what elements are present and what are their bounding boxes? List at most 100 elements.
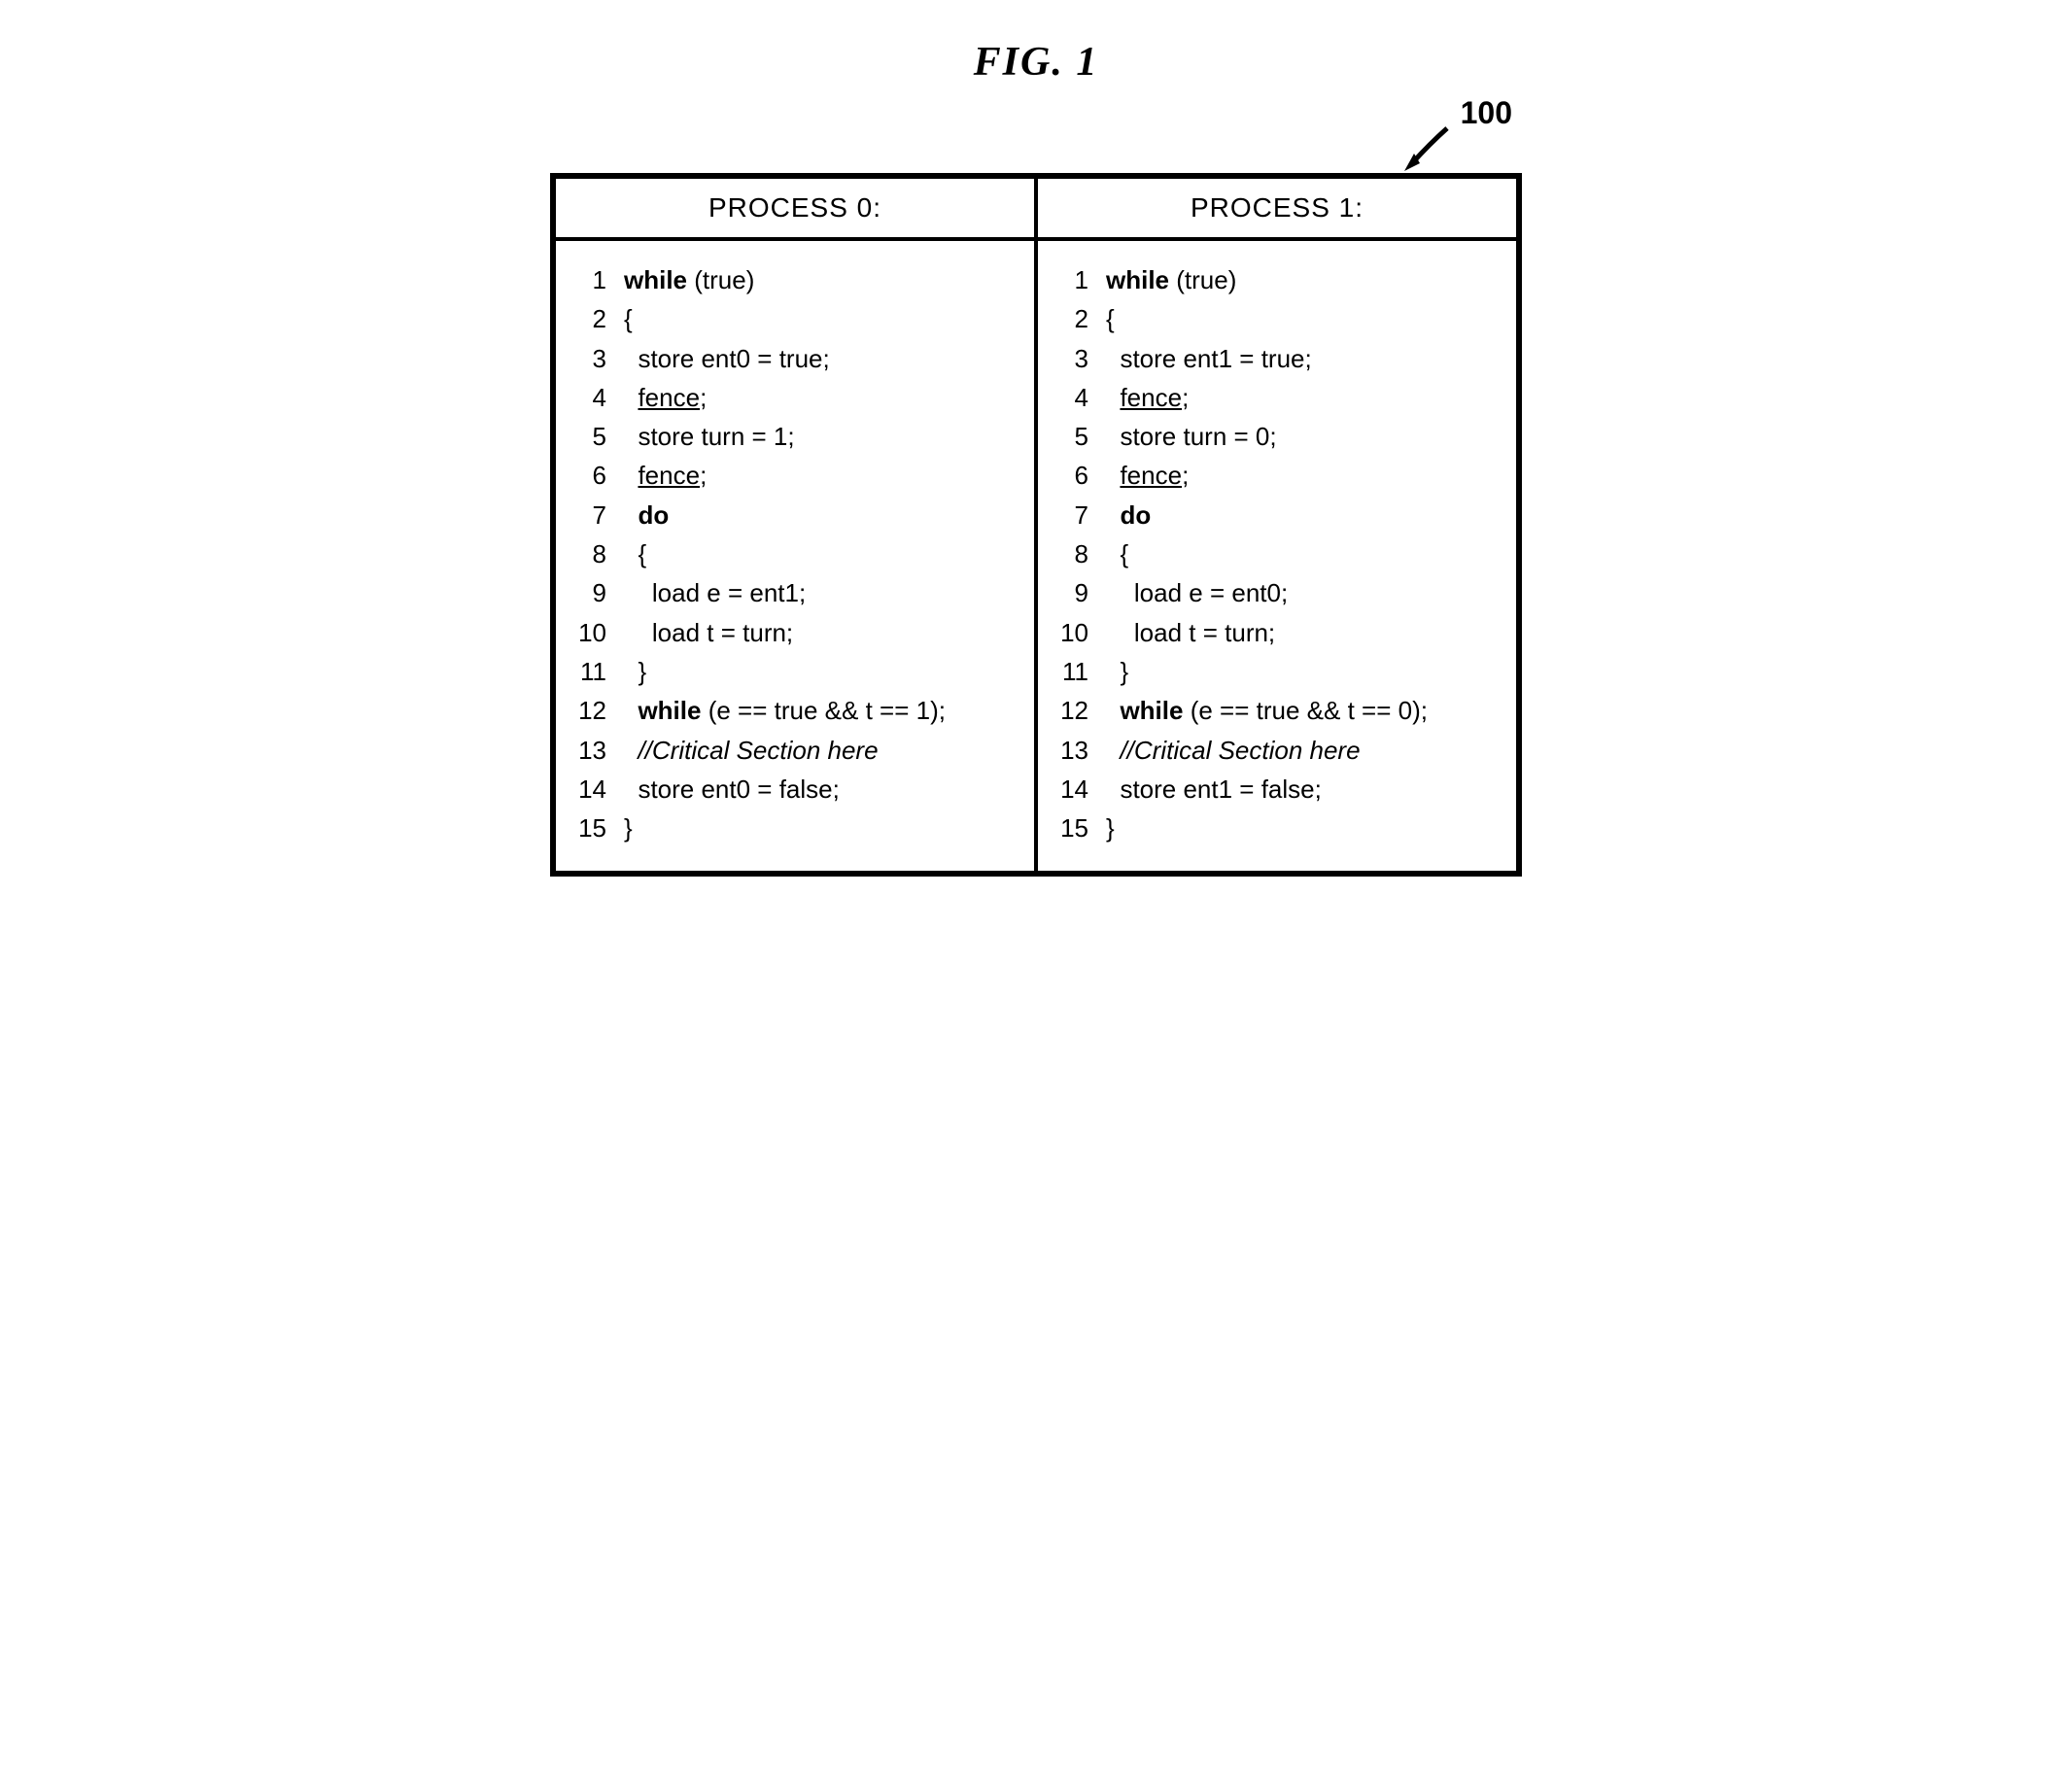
code-line: 2{ [571,299,1019,338]
code-text: while (true) [624,260,754,299]
code-text: load t = turn; [624,613,793,652]
line-number: 3 [571,339,606,378]
line-number: 2 [1053,299,1088,338]
code-line: 2{ [1053,299,1501,338]
code-text: load e = ent0; [1106,573,1288,612]
code-line: 6 fence; [1053,456,1501,495]
line-number: 13 [1053,731,1088,770]
code-text: while (e == true && t == 1); [624,691,946,730]
reference-label-wrap: 100 [550,95,1522,173]
code-line: 9 load e = ent1; [571,573,1019,612]
process-1-header: PROCESS 1: [1036,176,1519,239]
code-line: 3 store ent1 = true; [1053,339,1501,378]
line-number: 10 [571,613,606,652]
line-number: 12 [571,691,606,730]
code-line: 13 //Critical Section here [1053,731,1501,770]
code-line: 12 while (e == true && t == 0); [1053,691,1501,730]
code-text: } [1106,652,1128,691]
header-row: PROCESS 0: PROCESS 1: [553,176,1519,239]
code-text: } [624,809,633,847]
code-text: //Critical Section here [1106,731,1361,770]
line-number: 2 [571,299,606,338]
code-text: { [1106,534,1128,573]
line-number: 8 [1053,534,1088,573]
code-text: do [1106,496,1151,534]
code-text: { [624,534,646,573]
code-line: 7 do [571,496,1019,534]
code-text: { [1106,299,1115,338]
code-line: 11 } [571,652,1019,691]
code-line: 13 //Critical Section here [571,731,1019,770]
code-text: fence; [624,456,707,495]
line-number: 7 [571,496,606,534]
line-number: 4 [571,378,606,417]
code-line: 4 fence; [1053,378,1501,417]
code-line: 11 } [1053,652,1501,691]
line-number: 1 [571,260,606,299]
line-number: 9 [1053,573,1088,612]
code-line: 8 { [1053,534,1501,573]
code-text: store turn = 0; [1106,417,1277,456]
code-line: 12 while (e == true && t == 1); [571,691,1019,730]
process-0-header: PROCESS 0: [553,176,1036,239]
code-line: 9 load e = ent0; [1053,573,1501,612]
code-text: while (e == true && t == 0); [1106,691,1428,730]
reference-arrow-icon [1400,124,1459,173]
code-row: 1while (true)2{3 store ent0 = true;4 fen… [553,239,1519,874]
code-line: 10 load t = turn; [1053,613,1501,652]
code-text: load t = turn; [1106,613,1275,652]
code-line: 15} [571,809,1019,847]
line-number: 6 [1053,456,1088,495]
code-line: 6 fence; [571,456,1019,495]
line-number: 4 [1053,378,1088,417]
line-number: 8 [571,534,606,573]
line-number: 6 [571,456,606,495]
process-1-code: 1while (true)2{3 store ent1 = true;4 fen… [1036,239,1519,874]
code-line: 1 while (true) [571,260,1019,299]
code-text: do [624,496,669,534]
line-number: 5 [1053,417,1088,456]
code-text: store ent0 = false; [624,770,840,809]
code-text: fence; [624,378,707,417]
code-text: } [1106,809,1115,847]
code-text: while (true) [1106,260,1236,299]
reference-number: 100 [1461,95,1512,131]
line-number: 7 [1053,496,1088,534]
line-number: 15 [571,809,606,847]
code-text: //Critical Section here [624,731,879,770]
code-text: { [624,299,633,338]
line-number: 1 [1053,260,1088,299]
code-line: 5 store turn = 1; [571,417,1019,456]
code-line: 5 store turn = 0; [1053,417,1501,456]
code-line: 1 while (true) [1053,260,1501,299]
code-text: store ent1 = false; [1106,770,1322,809]
line-number: 14 [1053,770,1088,809]
figure-title: FIG. 1 [550,39,1522,86]
code-line: 8 { [571,534,1019,573]
code-line: 4 fence; [571,378,1019,417]
code-line: 10 load t = turn; [571,613,1019,652]
line-number: 13 [571,731,606,770]
code-text: fence; [1106,378,1189,417]
code-text: store ent1 = true; [1106,339,1312,378]
line-number: 11 [1053,652,1088,691]
code-line: 3 store ent0 = true; [571,339,1019,378]
line-number: 14 [571,770,606,809]
process-0-code: 1while (true)2{3 store ent0 = true;4 fen… [553,239,1036,874]
line-number: 5 [571,417,606,456]
line-number: 12 [1053,691,1088,730]
code-text: fence; [1106,456,1189,495]
code-line: 14 store ent0 = false; [571,770,1019,809]
code-line: 14 store ent1 = false; [1053,770,1501,809]
figure-container: FIG. 1 100 PROCESS 0: PROCESS 1: 1 while … [550,39,1522,877]
code-line: 7 do [1053,496,1501,534]
process-table: PROCESS 0: PROCESS 1: 1while (true)2{3 s… [550,173,1522,877]
code-text: } [624,652,646,691]
code-text: store ent0 = true; [624,339,830,378]
line-number: 3 [1053,339,1088,378]
code-text: store turn = 1; [624,417,795,456]
line-number: 11 [571,652,606,691]
line-number: 10 [1053,613,1088,652]
code-line: 15} [1053,809,1501,847]
line-number: 9 [571,573,606,612]
